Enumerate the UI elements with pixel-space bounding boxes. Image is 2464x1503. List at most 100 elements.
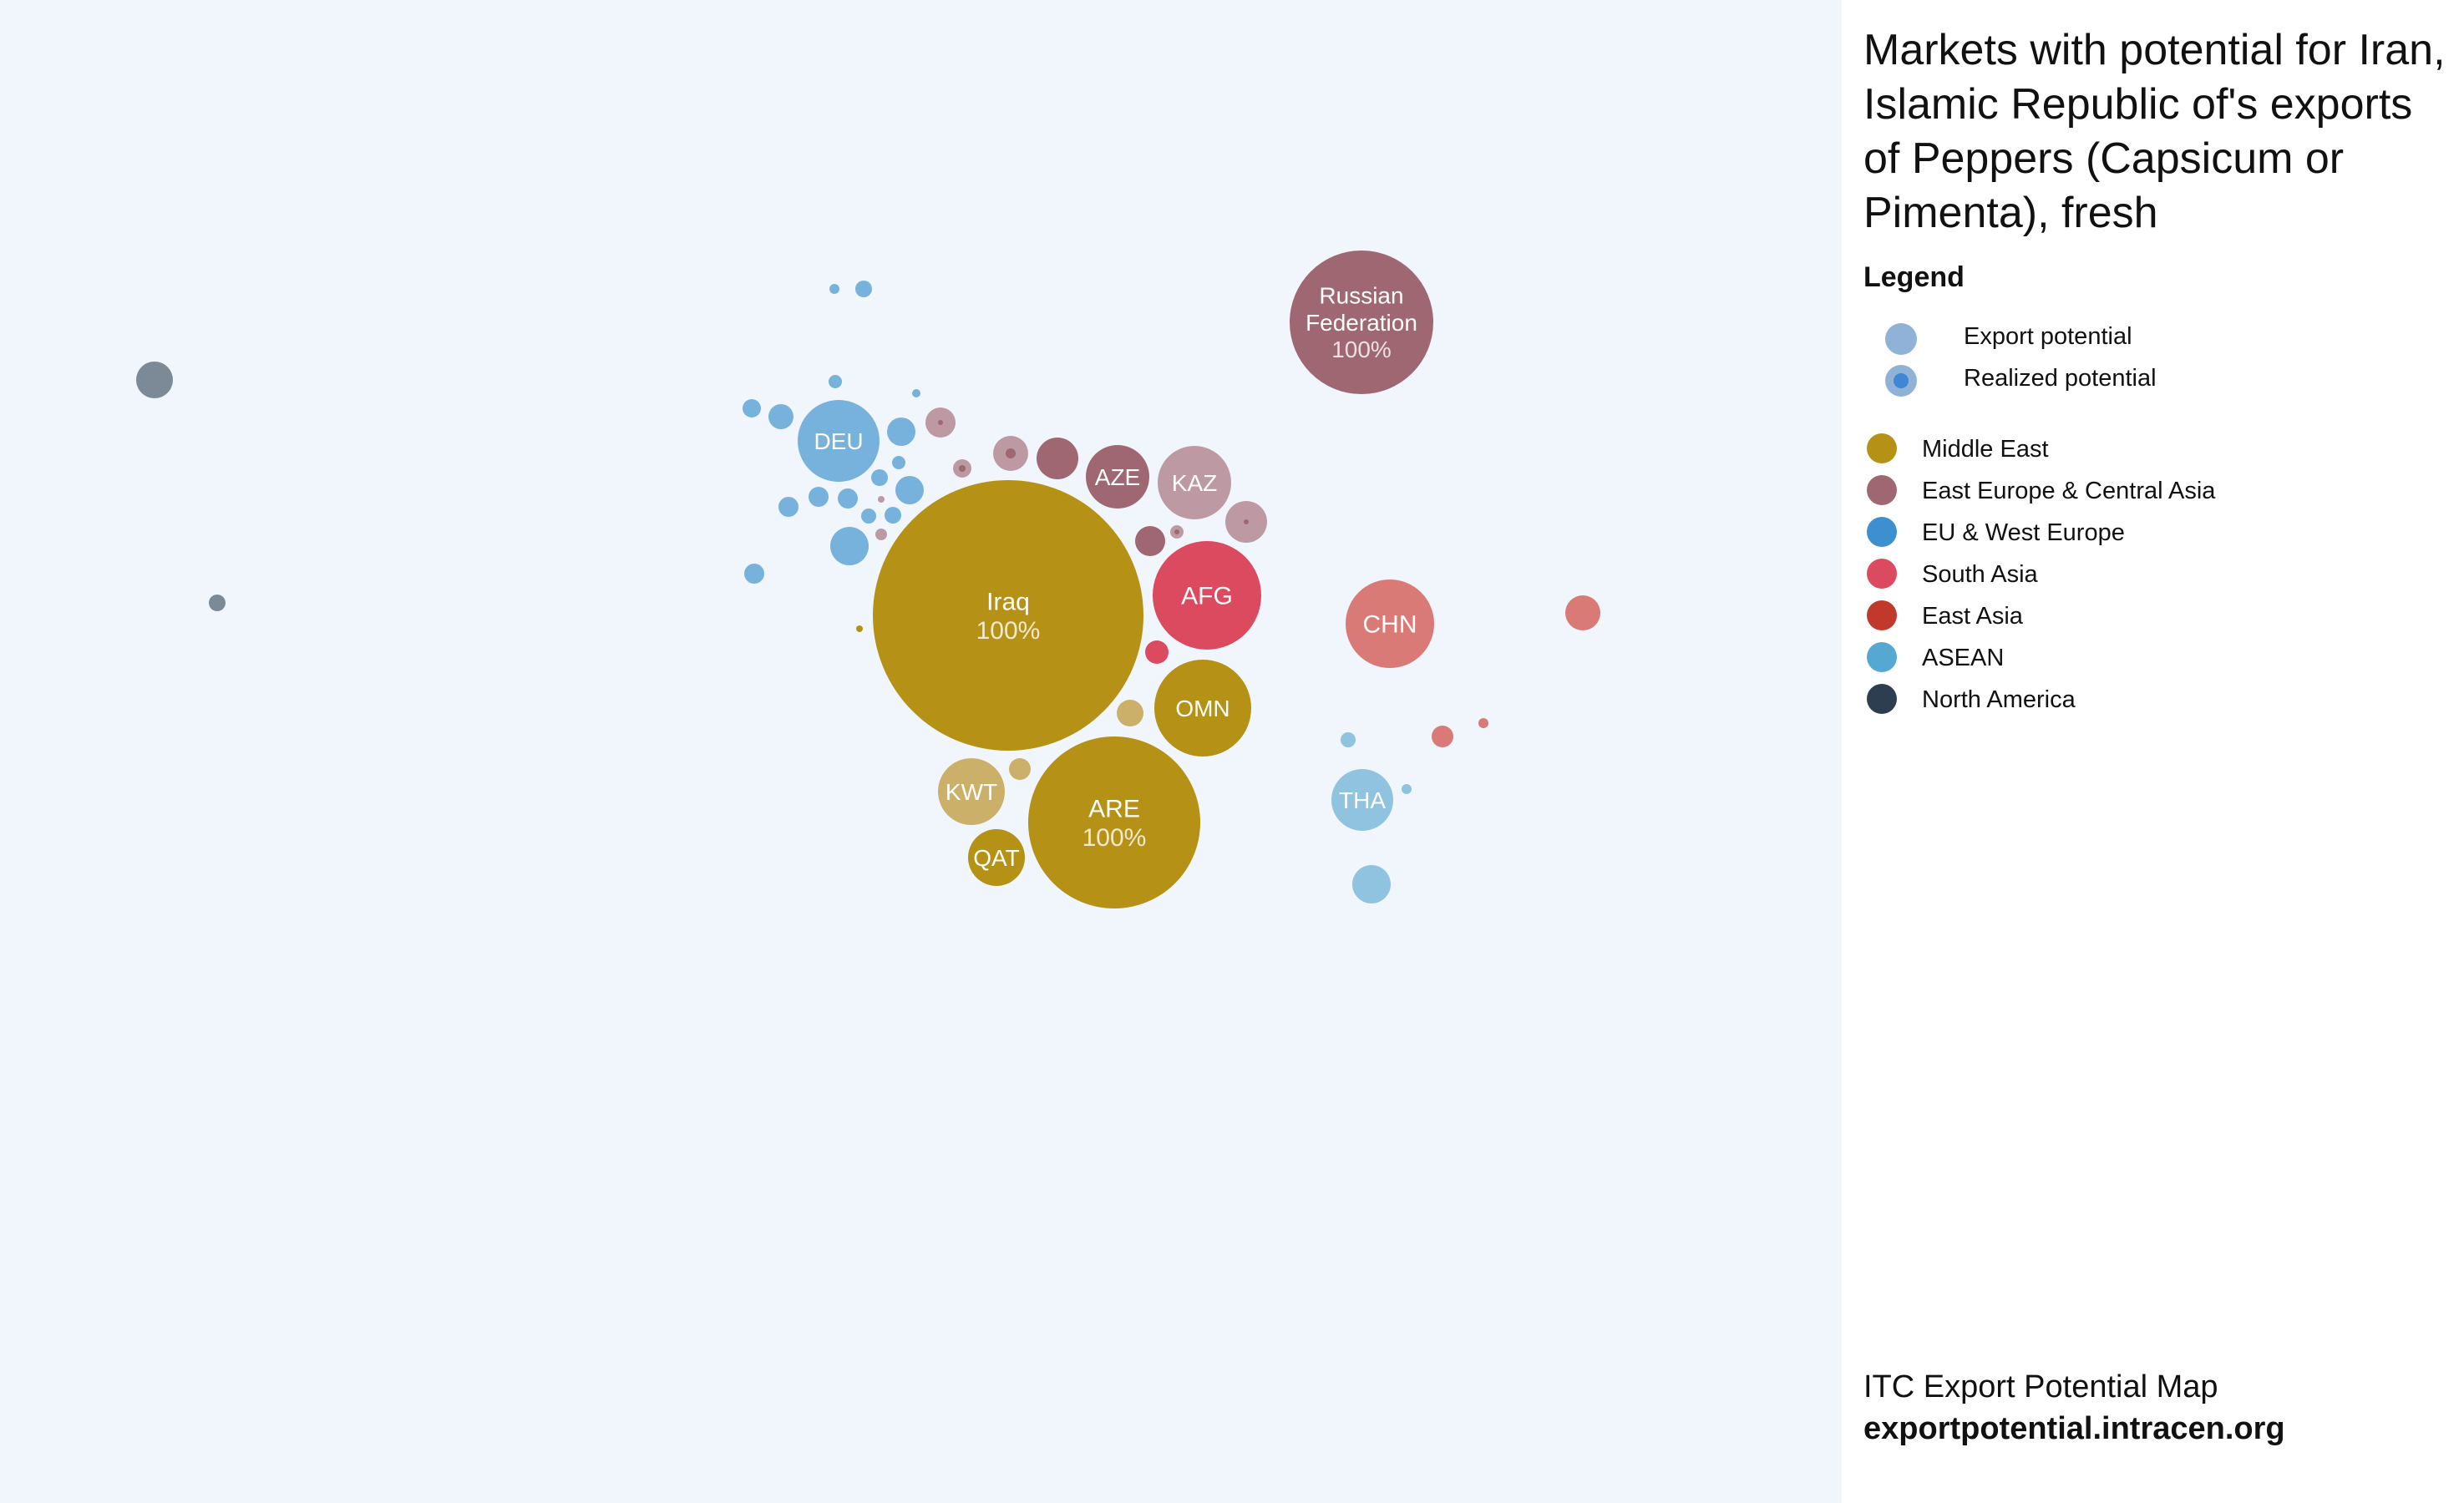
- bubble-aze[interactable]: [1086, 445, 1149, 509]
- export-potential-icon: [1885, 323, 1917, 355]
- legend-label-south-asia: South Asia: [1922, 561, 2038, 588]
- legend-item-middle-east: Middle East: [1842, 432, 2460, 468]
- legend-item-realized-potential: Realized potential: [1842, 361, 2460, 397]
- footer-website: exportpotential.intracen.org: [1863, 1411, 2285, 1446]
- market-bubble[interactable]: [1352, 865, 1391, 903]
- bubble-label-iraq: Iraq: [986, 588, 1030, 615]
- bubble-label-chn: CHN: [1363, 611, 1417, 639]
- market-bubble[interactable]: [861, 509, 876, 524]
- middle-east-color-icon: [1867, 433, 1897, 463]
- bubble-label-russian-federation: Federation: [1306, 310, 1417, 336]
- market-bubble[interactable]: [878, 496, 885, 503]
- realized-potential-icon: [1885, 365, 1917, 397]
- market-bubble[interactable]: [875, 529, 887, 540]
- realized-potential-dot[interactable]: [1244, 519, 1249, 524]
- bubble-label-afg: AFG: [1181, 583, 1233, 610]
- legend-heading: Legend: [1863, 261, 1965, 293]
- market-bubble[interactable]: [1117, 700, 1143, 726]
- bubble-chn[interactable]: [1346, 579, 1434, 668]
- bubble-label-are: ARE: [1088, 795, 1140, 822]
- bubble-qat[interactable]: [968, 829, 1025, 886]
- legend-item-eu-west-europe: EU & West Europe: [1842, 515, 2460, 552]
- bubble-label-deu: DEU: [814, 428, 863, 454]
- realized-potential-dot[interactable]: [938, 420, 943, 425]
- legend-item-north-america: North America: [1842, 682, 2460, 719]
- south-asia-color-icon: [1867, 559, 1897, 589]
- bubble-omn[interactable]: [1154, 660, 1251, 757]
- market-bubble[interactable]: [768, 404, 793, 429]
- bubble-russian-federation[interactable]: [1290, 250, 1433, 394]
- chart-title: Markets with potential for Iran, Islamic…: [1863, 26, 2446, 237]
- bubble-are[interactable]: [1028, 736, 1200, 908]
- realized-potential-dot[interactable]: [1006, 448, 1016, 458]
- market-bubble[interactable]: [829, 375, 842, 388]
- legend-item-asean: ASEAN: [1842, 640, 2460, 677]
- market-bubble[interactable]: [892, 456, 905, 469]
- legend-label-realized-potential: Realized potential: [1964, 365, 2157, 392]
- bubble-label-kaz: KAZ: [1172, 470, 1217, 496]
- legend-item-east-asia: East Asia: [1842, 599, 2460, 635]
- bubble-kaz[interactable]: [1158, 446, 1231, 519]
- legend-label-east-asia: East Asia: [1922, 603, 2023, 630]
- bubble-chart: Iraq100%ARE100%OMNKWTQATRussianFederatio…: [136, 250, 1600, 908]
- market-bubble[interactable]: [838, 488, 858, 509]
- market-bubble[interactable]: [912, 389, 920, 397]
- bubble-chart-area: Iraq 100% ARE 100% OMN KWT QAT Russian Federatio…: [136, 250, 1600, 908]
- east-asia-color-icon: [1867, 600, 1897, 630]
- footer-org-name: ITC Export Potential Map: [1863, 1369, 2218, 1404]
- legend-label-asean: ASEAN: [1922, 645, 2005, 671]
- legend-item-east-europe: East Europe & Central Asia: [1842, 473, 2460, 510]
- bubble-iraq[interactable]: [873, 480, 1143, 751]
- bubble-label-qat: QAT: [973, 845, 1019, 871]
- realized-potential-dot[interactable]: [1151, 646, 1163, 658]
- market-bubble[interactable]: [830, 527, 869, 565]
- market-bubble[interactable]: [744, 564, 764, 584]
- bubble-deu[interactable]: [798, 400, 880, 482]
- market-bubble[interactable]: [1432, 726, 1453, 747]
- market-bubble[interactable]: [885, 507, 901, 524]
- bubble-value-are: 100%: [1082, 824, 1147, 852]
- market-bubble[interactable]: [1478, 718, 1488, 728]
- legend-label-north-america: North America: [1922, 686, 2076, 713]
- market-bubble[interactable]: [1402, 784, 1412, 794]
- market-bubble[interactable]: [887, 418, 915, 446]
- market-bubble[interactable]: [856, 625, 863, 632]
- legend-item-south-asia: South Asia: [1842, 557, 2460, 594]
- market-bubble[interactable]: [855, 281, 872, 297]
- market-bubble[interactable]: [1341, 732, 1356, 747]
- realized-potential-dot[interactable]: [959, 465, 966, 472]
- bubble-value-iraq: 100%: [976, 617, 1041, 645]
- bubble-label-russian-federation: Russian: [1319, 283, 1403, 309]
- legend-label-middle-east: Middle East: [1922, 436, 2049, 463]
- market-bubble[interactable]: [1565, 595, 1600, 630]
- market-bubble[interactable]: [1037, 438, 1078, 479]
- legend-item-export-potential: Export potential: [1842, 319, 2460, 356]
- bubble-label-tha: THA: [1339, 787, 1386, 813]
- bubble-kwt[interactable]: [938, 758, 1005, 825]
- asean-color-icon: [1867, 642, 1897, 672]
- bubble-label-omn: OMN: [1175, 696, 1229, 721]
- market-bubble[interactable]: [829, 284, 839, 294]
- legend-label-eu-west-europe: EU & West Europe: [1922, 519, 2125, 546]
- realized-potential-dot[interactable]: [1174, 529, 1179, 534]
- market-bubble[interactable]: [1009, 758, 1031, 780]
- bubble-afg[interactable]: [1153, 541, 1261, 650]
- legend-label-east-europe: East Europe & Central Asia: [1922, 478, 2216, 504]
- eu-color-icon: [1867, 517, 1897, 547]
- bubble-value-russian-federation: 100%: [1331, 337, 1392, 362]
- market-bubble[interactable]: [809, 487, 829, 507]
- market-bubble[interactable]: [136, 362, 173, 398]
- bubble-tha[interactable]: [1331, 769, 1393, 831]
- east-europe-color-icon: [1867, 475, 1897, 505]
- legend-label-export-potential: Export potential: [1964, 323, 2132, 350]
- market-bubble[interactable]: [871, 469, 888, 486]
- north-america-color-icon: [1867, 684, 1897, 714]
- market-bubble[interactable]: [743, 399, 761, 418]
- market-bubble[interactable]: [1135, 526, 1165, 556]
- market-bubble[interactable]: [778, 497, 799, 517]
- bubble-label-aze: AZE: [1095, 464, 1140, 490]
- market-bubble[interactable]: [209, 595, 226, 611]
- bubble-label-kwt: KWT: [946, 779, 997, 805]
- market-bubble[interactable]: [895, 476, 924, 504]
- side-panel: Markets with potential for Iran, Islamic…: [1842, 0, 2464, 1503]
